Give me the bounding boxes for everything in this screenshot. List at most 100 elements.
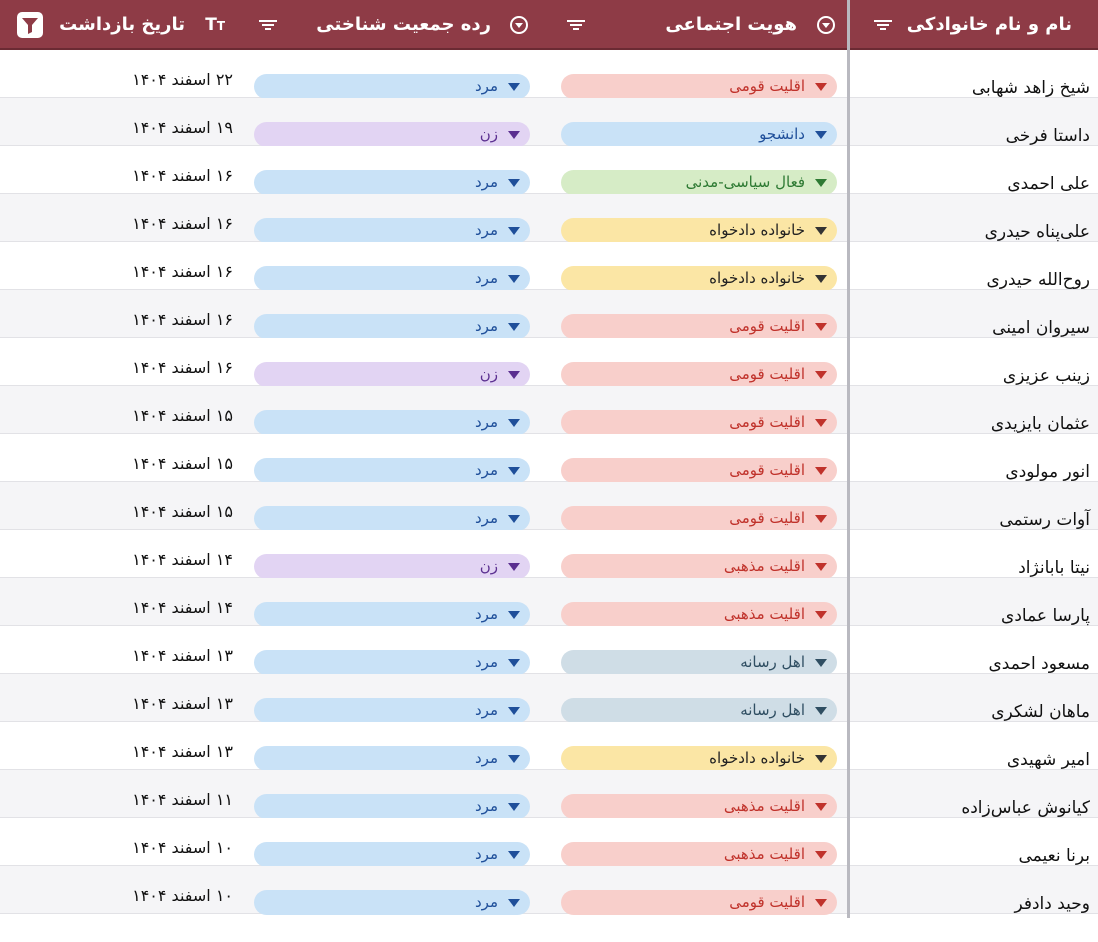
- sort-lines-icon[interactable]: [872, 14, 894, 36]
- gender-select[interactable]: زن: [254, 362, 530, 387]
- cell-date[interactable]: ۱۴ اسفند ۱۴۰۴: [132, 550, 233, 569]
- dropdown-arrow-icon[interactable]: [508, 707, 520, 715]
- dropdown-arrow-icon[interactable]: [508, 467, 520, 475]
- cell-date[interactable]: ۱۶ اسفند ۱۴۰۴: [132, 310, 233, 329]
- identity-select[interactable]: اقلیت قومی: [561, 458, 837, 483]
- cell-name[interactable]: آوات رستمی: [999, 510, 1090, 530]
- dropdown-arrow-icon[interactable]: [508, 851, 520, 859]
- cell-date[interactable]: ۱۶ اسفند ۱۴۰۴: [132, 262, 233, 281]
- identity-select[interactable]: خانواده دادخواه: [561, 266, 837, 291]
- dropdown-arrow-icon[interactable]: [815, 83, 827, 91]
- dropdown-arrow-icon[interactable]: [815, 563, 827, 571]
- identity-select[interactable]: اقلیت قومی: [561, 362, 837, 387]
- cell-name[interactable]: داستا فرخی: [1005, 126, 1090, 146]
- table-row[interactable]: علی احمدی فعال سیاسی-مدنی مرد ۱۶ اسفند ۱۴۰۴: [0, 146, 1098, 195]
- dropdown-arrow-icon[interactable]: [508, 131, 520, 139]
- dropdown-arrow-icon[interactable]: [815, 515, 827, 523]
- dropdown-arrow-icon[interactable]: [815, 899, 827, 907]
- gender-select[interactable]: مرد: [254, 74, 530, 99]
- identity-select[interactable]: فعال سیاسی-مدنی: [561, 170, 837, 195]
- dropdown-arrow-icon[interactable]: [815, 179, 827, 187]
- dropdown-arrow-icon[interactable]: [508, 419, 520, 427]
- identity-select[interactable]: خانواده دادخواه: [561, 218, 837, 243]
- cell-name[interactable]: ماهان لشکری: [991, 702, 1090, 722]
- cell-date[interactable]: ۱۴ اسفند ۱۴۰۴: [132, 598, 233, 617]
- dropdown-arrow-icon[interactable]: [815, 755, 827, 763]
- identity-select[interactable]: اقلیت قومی: [561, 890, 837, 915]
- identity-select[interactable]: اقلیت مذهبی: [561, 602, 837, 627]
- gender-select[interactable]: مرد: [254, 506, 530, 531]
- dropdown-arrow-icon[interactable]: [815, 419, 827, 427]
- cell-name[interactable]: روح‌الله حیدری: [986, 270, 1090, 290]
- identity-select[interactable]: خانواده دادخواه: [561, 746, 837, 771]
- identity-select[interactable]: اهل رسانه: [561, 698, 837, 723]
- cell-name[interactable]: امیر شهیدی: [1006, 750, 1090, 770]
- dropdown-arrow-icon[interactable]: [815, 611, 827, 619]
- identity-select[interactable]: اقلیت مذهبی: [561, 794, 837, 819]
- dropdown-arrow-icon[interactable]: [508, 275, 520, 283]
- dropdown-arrow-icon[interactable]: [815, 371, 827, 379]
- dropdown-arrow-icon[interactable]: [815, 659, 827, 667]
- gender-select[interactable]: مرد: [254, 218, 530, 243]
- header-identity-column[interactable]: هویت اجتماعی: [547, 0, 849, 50]
- dropdown-arrow-icon[interactable]: [508, 371, 520, 379]
- cell-name[interactable]: زینب عزیزی: [1002, 366, 1090, 386]
- cell-date[interactable]: ۱۰ اسفند ۱۴۰۴: [132, 886, 233, 905]
- table-row[interactable]: برنا نعیمی اقلیت مذهبی مرد ۱۰ اسفند ۱۴۰۴: [0, 818, 1098, 867]
- dropdown-arrow-icon[interactable]: [815, 275, 827, 283]
- gender-select[interactable]: مرد: [254, 266, 530, 291]
- cell-name[interactable]: وحید دادفر: [1014, 894, 1090, 914]
- gender-select[interactable]: مرد: [254, 410, 530, 435]
- column-divider[interactable]: [847, 0, 850, 918]
- dropdown-arrow-icon[interactable]: [508, 899, 520, 907]
- header-date-column[interactable]: تاریخ بازداشت TT: [0, 0, 245, 50]
- cell-date[interactable]: ۱۰ اسفند ۱۴۰۴: [132, 838, 233, 857]
- cell-date[interactable]: ۱۳ اسفند ۱۴۰۴: [132, 742, 233, 761]
- table-row[interactable]: مسعود احمدی اهل رسانه مرد ۱۳ اسفند ۱۴۰۴: [0, 626, 1098, 675]
- table-row[interactable]: عثمان بایزیدی اقلیت قومی مرد ۱۵ اسفند ۱۴۰۴: [0, 386, 1098, 435]
- cell-name[interactable]: کیانوش عباس‌زاده: [961, 798, 1090, 818]
- dropdown-arrow-icon[interactable]: [508, 803, 520, 811]
- identity-select[interactable]: اقلیت قومی: [561, 74, 837, 99]
- table-row[interactable]: انور مولودی اقلیت قومی مرد ۱۵ اسفند ۱۴۰۴: [0, 434, 1098, 483]
- identity-select[interactable]: دانشجو: [561, 122, 837, 147]
- identity-select[interactable]: اقلیت قومی: [561, 410, 837, 435]
- gender-select[interactable]: مرد: [254, 314, 530, 339]
- gender-select[interactable]: مرد: [254, 650, 530, 675]
- table-row[interactable]: روح‌الله حیدری خانواده دادخواه مرد ۱۶ اسفند…: [0, 242, 1098, 291]
- dropdown-arrow-icon[interactable]: [815, 803, 827, 811]
- dropdown-arrow-icon[interactable]: [508, 611, 520, 619]
- cell-name[interactable]: نیتا بابانژاد: [1018, 558, 1090, 578]
- cell-date[interactable]: ۱۳ اسفند ۱۴۰۴: [132, 646, 233, 665]
- sort-lines-icon[interactable]: [257, 14, 279, 36]
- cell-date[interactable]: ۱۶ اسفند ۱۴۰۴: [132, 166, 233, 185]
- dropdown-arrow-icon[interactable]: [815, 227, 827, 235]
- dropdown-arrow-icon[interactable]: [508, 755, 520, 763]
- filter-icon[interactable]: [16, 11, 44, 39]
- table-row[interactable]: علی‌پناه حیدری خانواده دادخواه مرد ۱۶ اسفند…: [0, 194, 1098, 243]
- cell-date[interactable]: ۱۳ اسفند ۱۴۰۴: [132, 694, 233, 713]
- gender-select[interactable]: مرد: [254, 746, 530, 771]
- cell-name[interactable]: مسعود احمدی: [988, 654, 1090, 674]
- dropdown-arrow-icon[interactable]: [508, 659, 520, 667]
- table-row[interactable]: وحید دادفر اقلیت قومی مرد ۱۰ اسفند ۱۴۰۴: [0, 866, 1098, 915]
- cell-date[interactable]: ۱۶ اسفند ۱۴۰۴: [132, 214, 233, 233]
- gender-select[interactable]: مرد: [254, 602, 530, 627]
- dropdown-arrow-icon[interactable]: [815, 131, 827, 139]
- cell-name[interactable]: علی‌پناه حیدری: [984, 222, 1090, 242]
- identity-select[interactable]: اقلیت قومی: [561, 314, 837, 339]
- cell-name[interactable]: عثمان بایزیدی: [990, 414, 1090, 434]
- cell-name[interactable]: انور مولودی: [1005, 462, 1090, 482]
- dropdown-arrow-icon[interactable]: [815, 851, 827, 859]
- cell-name[interactable]: شیخ زاهد شهابی: [971, 78, 1090, 98]
- table-row[interactable]: ماهان لشکری اهل رسانه مرد ۱۳ اسفند ۱۴۰۴: [0, 674, 1098, 723]
- dropdown-arrow-icon[interactable]: [508, 83, 520, 91]
- cell-name[interactable]: سیروان امینی: [992, 318, 1090, 338]
- table-row[interactable]: شیخ زاهد شهابی اقلیت قومی مرد ۲۲ اسفند ۱۴۰۴: [0, 50, 1098, 99]
- gender-select[interactable]: مرد: [254, 890, 530, 915]
- header-gender-column[interactable]: رده جمعیت شناختی: [245, 0, 547, 50]
- cell-date[interactable]: ۱۵ اسفند ۱۴۰۴: [132, 454, 233, 473]
- table-row[interactable]: نیتا بابانژاد اقلیت مذهبی زن ۱۴ اسفند ۱۴۰۴: [0, 530, 1098, 579]
- identity-select[interactable]: اقلیت قومی: [561, 506, 837, 531]
- gender-select[interactable]: مرد: [254, 170, 530, 195]
